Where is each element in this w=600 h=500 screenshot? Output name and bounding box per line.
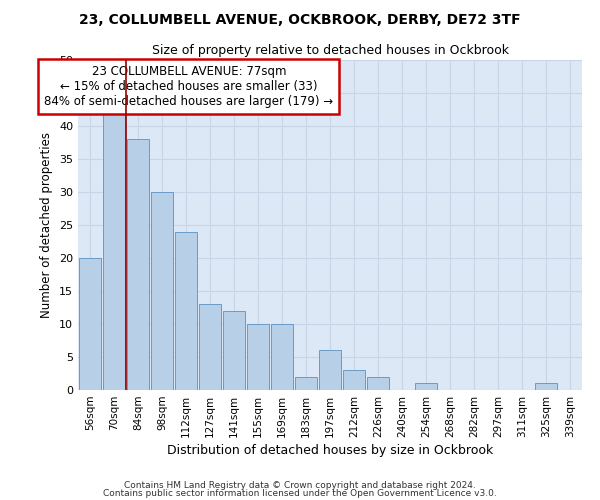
Bar: [127, 139, 149, 390]
Bar: [319, 350, 341, 390]
Bar: [247, 324, 269, 390]
Bar: [223, 311, 245, 390]
X-axis label: Distribution of detached houses by size in Ockbrook: Distribution of detached houses by size …: [167, 444, 493, 457]
Text: Contains HM Land Registry data © Crown copyright and database right 2024.: Contains HM Land Registry data © Crown c…: [124, 481, 476, 490]
Bar: [151, 192, 173, 390]
Bar: [199, 304, 221, 390]
Bar: [367, 377, 389, 390]
Y-axis label: Number of detached properties: Number of detached properties: [40, 132, 53, 318]
Text: 23, COLLUMBELL AVENUE, OCKBROOK, DERBY, DE72 3TF: 23, COLLUMBELL AVENUE, OCKBROOK, DERBY, …: [79, 12, 521, 26]
Bar: [271, 324, 293, 390]
Bar: [343, 370, 365, 390]
Bar: [79, 258, 101, 390]
Bar: [103, 113, 125, 390]
Bar: [415, 384, 437, 390]
Title: Size of property relative to detached houses in Ockbrook: Size of property relative to detached ho…: [151, 44, 509, 58]
Text: 23 COLLUMBELL AVENUE: 77sqm
← 15% of detached houses are smaller (33)
84% of sem: 23 COLLUMBELL AVENUE: 77sqm ← 15% of det…: [44, 65, 334, 108]
Bar: [295, 377, 317, 390]
Bar: [175, 232, 197, 390]
Bar: [535, 384, 557, 390]
Text: Contains public sector information licensed under the Open Government Licence v3: Contains public sector information licen…: [103, 488, 497, 498]
